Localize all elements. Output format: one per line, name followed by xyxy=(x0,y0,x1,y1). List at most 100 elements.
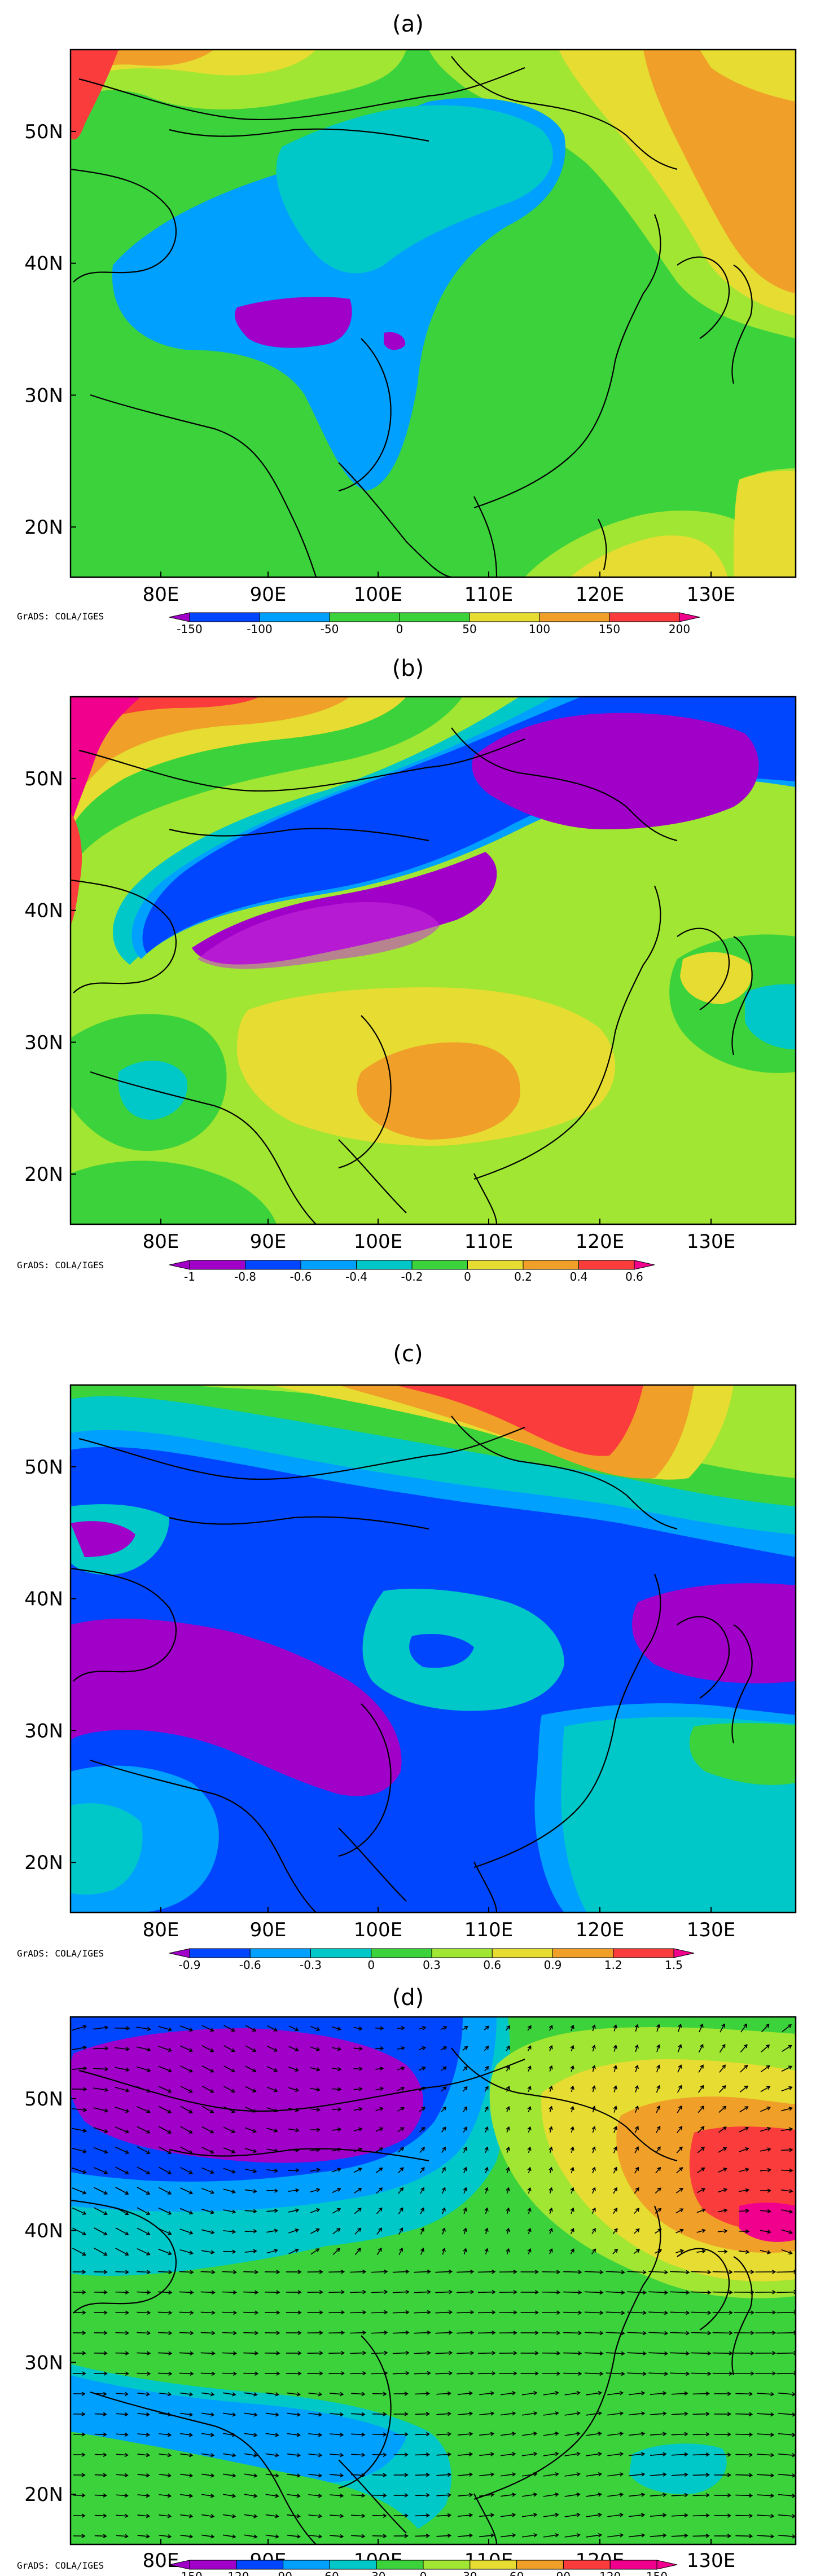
colorbar-segment xyxy=(189,1948,251,1958)
wind-vector-head xyxy=(253,2514,258,2518)
wind-vector xyxy=(158,2046,172,2051)
wind-vector-head xyxy=(635,2105,639,2110)
wind-vector-head xyxy=(750,2371,755,2376)
wind-vector xyxy=(485,2208,488,2214)
wind-vector xyxy=(606,2271,625,2273)
wind-vector xyxy=(420,2208,424,2214)
wind-vector xyxy=(781,2209,792,2213)
wind-vector xyxy=(265,2534,279,2538)
wind-vector-head xyxy=(448,2330,453,2335)
wind-vector xyxy=(675,2229,683,2234)
colorbar-label: 60 xyxy=(510,2570,524,2576)
wind-vector-head xyxy=(549,2207,553,2212)
wind-vector-head xyxy=(167,2109,172,2113)
wind-vector-head xyxy=(641,2513,646,2517)
wind-vector xyxy=(266,2210,278,2212)
wind-vector-head xyxy=(255,2331,259,2336)
wind-vector-head xyxy=(255,2351,259,2356)
wind-vector-head xyxy=(749,2412,753,2417)
wind-vector xyxy=(244,2168,257,2173)
wind-vector xyxy=(115,2126,129,2133)
wind-vector xyxy=(592,2065,595,2072)
lon-tick-label: 110E xyxy=(464,1230,513,1253)
wind-vector xyxy=(718,2126,727,2133)
wind-vector xyxy=(485,2127,488,2133)
wind-vector xyxy=(94,2535,107,2537)
wind-vector xyxy=(436,2515,451,2517)
colorbar-segment xyxy=(169,612,190,622)
wind-vector-head xyxy=(770,2392,775,2397)
wind-vector-head xyxy=(555,2411,559,2416)
wind-vector xyxy=(93,2087,108,2091)
wind-vector-head xyxy=(340,2331,345,2335)
wind-vector-head xyxy=(336,2228,341,2232)
wind-vector xyxy=(441,2147,446,2153)
wind-vector-head xyxy=(319,2270,323,2274)
wind-vector xyxy=(692,2494,709,2496)
lat-tick-label: 30N xyxy=(24,2351,63,2374)
wind-vector-head xyxy=(642,2270,647,2275)
wind-vector-head xyxy=(705,2533,710,2538)
wind-vector-head xyxy=(211,2351,216,2356)
wind-vector-head xyxy=(533,2411,538,2416)
wind-vector xyxy=(761,2045,770,2052)
wind-vector-head xyxy=(463,2106,468,2111)
wind-vector-head xyxy=(549,2025,553,2029)
wind-vector xyxy=(521,2473,537,2477)
wind-vector-head xyxy=(772,2371,776,2376)
wind-vector xyxy=(584,2311,603,2314)
wind-vector xyxy=(607,2494,623,2497)
lat-tick-label: 20N xyxy=(24,516,63,539)
wind-vector-head xyxy=(81,2392,86,2396)
wind-vector-head xyxy=(793,2289,796,2294)
wind-vector xyxy=(115,2207,129,2215)
wind-vector-head xyxy=(750,2270,755,2274)
wind-vector-head xyxy=(168,2331,173,2336)
wind-vector xyxy=(350,2393,365,2395)
wind-vector xyxy=(485,2147,488,2153)
wind-vector xyxy=(222,2453,236,2456)
wind-vector-head xyxy=(146,2089,151,2093)
wind-vector xyxy=(94,2227,107,2235)
wind-vector xyxy=(735,2474,752,2476)
wind-vector-head xyxy=(337,2026,342,2031)
wind-vector-head xyxy=(337,2067,342,2072)
wind-vector-head xyxy=(527,2248,532,2253)
wind-vector xyxy=(372,2474,387,2476)
wind-vector xyxy=(310,2149,320,2151)
wind-vector-head xyxy=(657,2187,661,2192)
wind-vector xyxy=(332,2108,341,2111)
wind-vector-head xyxy=(125,2270,130,2274)
wind-vector xyxy=(435,2271,452,2273)
wind-vector xyxy=(740,2044,748,2053)
wind-vector xyxy=(180,2085,192,2093)
wind-vector-head xyxy=(512,2452,516,2456)
colorbar-segment xyxy=(492,1948,553,1958)
wind-vector-head xyxy=(274,2128,278,2133)
wind-vector xyxy=(500,2433,516,2436)
wind-vector-head xyxy=(749,2513,753,2518)
wind-vector-head xyxy=(772,2331,776,2335)
wind-vector-head xyxy=(147,2047,151,2052)
wind-vector-head xyxy=(533,2533,538,2538)
wind-vector-head xyxy=(253,2169,257,2173)
wind-vector xyxy=(201,2392,214,2395)
wind-vector-head xyxy=(772,2310,776,2315)
lon-tick-label: 80E xyxy=(143,2549,179,2572)
wind-vector xyxy=(201,2412,214,2416)
wind-vector-head xyxy=(420,2147,425,2151)
wind-vector-head xyxy=(337,2147,342,2152)
wind-vector xyxy=(606,2311,625,2314)
wind-vector-head xyxy=(337,2188,341,2192)
wind-vector xyxy=(180,2534,192,2538)
wind-vector-head xyxy=(146,2251,151,2256)
wind-vector-head xyxy=(506,2227,510,2232)
wind-vector xyxy=(288,2209,299,2213)
wind-vector xyxy=(72,2248,86,2256)
wind-vector-head xyxy=(253,2473,258,2478)
wind-vector-head xyxy=(362,2269,367,2274)
wind-vector-head xyxy=(723,2168,727,2172)
wind-vector xyxy=(671,2535,688,2537)
wind-vector xyxy=(244,2250,257,2253)
wind-vector xyxy=(371,2311,388,2314)
